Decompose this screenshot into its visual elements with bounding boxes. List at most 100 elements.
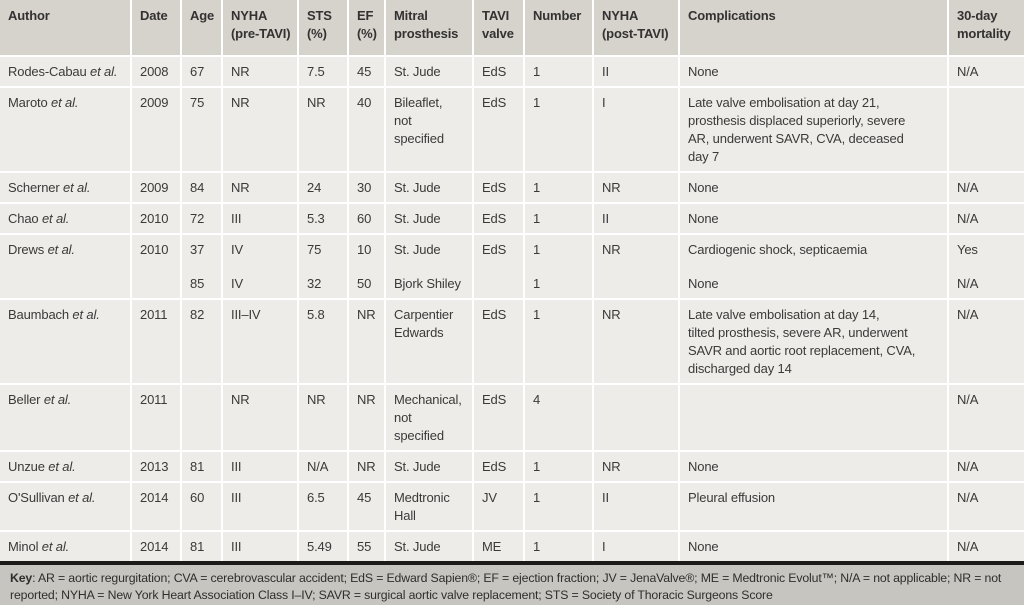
cell-tavi_valve: EdS [472,55,524,87]
cell-tavi_valve: JV [472,481,524,531]
cell-ef: 45 [347,481,385,531]
author-name: Rodes-Cabau [8,64,91,79]
key-text: Key: AR = aortic regurgitation; CVA = ce… [10,570,1014,604]
cell-sts: 5.8 [297,298,348,384]
column-header-author: Author [0,0,131,56]
cell-mitral_prosthesis: Carpentier Edwards [384,298,473,384]
cell-date: 2010 [130,202,181,234]
cell-sts: 75 [297,233,348,268]
table-row: Maroto et al. 2009 75 NR NR 40 Bileaflet, not … [0,86,1024,172]
header-row: Author Date Age NYHA (pre-TAVI) STS (%) … [0,0,1024,56]
cell-number: 1 [523,530,593,561]
cell-age: 81 [180,450,222,482]
cell-author: Minol et al. [0,530,131,561]
author-etal: et al. [47,242,75,257]
cell-mortality_30day: N/A [947,383,1024,451]
cell-nyha_pre: NR [221,55,298,87]
cell-mitral_prosthesis: St. Jude [384,450,473,482]
cell-date: 2014 [130,530,181,561]
cell-author: Baumbach et al. [0,298,131,384]
column-header-mitral-prosthesis: Mitral prosthesis [384,0,473,56]
column-header-age: Age [180,0,222,56]
cell-date: 2014 [130,481,181,531]
cell-nyha_pre: III [221,481,298,531]
table-row: Unzue et al. 2013 81 III N/A NR St. Jude EdS 1 NR… [0,450,1024,482]
cell-ef: 40 [347,86,385,172]
cell-number: 4 [523,383,593,451]
table-row: 85 IV 32 50 Bjork Shiley 1 None N/A [0,268,1024,299]
cell-nyha_post [592,383,679,451]
cell-number: 1 [523,86,593,172]
cell-author [0,268,131,299]
column-header-sts: STS (%) [297,0,348,56]
cell-nyha_post: I [592,86,679,172]
cell-tavi_valve: EdS [472,86,524,172]
cell-mortality_30day: Yes [947,233,1024,268]
cell-tavi_valve: EdS [472,233,524,268]
cell-age: 60 [180,481,222,531]
cell-mortality_30day: N/A [947,171,1024,203]
cell-complications: Late valve embolisation at day 14, tilte… [678,298,948,384]
cell-author: Beller et al. [0,383,131,451]
cell-mitral_prosthesis: St. Jude [384,55,473,87]
cell-ef: 55 [347,530,385,561]
cell-complications: None [678,450,948,482]
cell-mortality_30day: N/A [947,450,1024,482]
cell-sts: 5.3 [297,202,348,234]
cell-date: 2008 [130,55,181,87]
cell-nyha_pre: III–IV [221,298,298,384]
cell-mitral_prosthesis: Bileaflet, not specified [384,86,473,172]
author-name: O'Sullivan [8,490,69,505]
table-row: Rodes-Cabau et al. 2008 67 NR 7.5 45 St. Jude E… [0,55,1024,87]
cell-number: 1 [523,450,593,482]
cell-mortality_30day [947,86,1024,172]
cell-age: 72 [180,202,222,234]
cell-nyha_post: NR [592,298,679,384]
column-header-complications: Complications [678,0,948,56]
cell-author: Scherner et al. [0,171,131,203]
column-header-nyha-pre: NYHA (pre-TAVI) [221,0,298,56]
cell-date [130,268,181,299]
cell-age: 85 [180,268,222,299]
cell-nyha_post [592,268,679,299]
table-row: Chao et al. 2010 72 III 5.3 60 St. Jude EdS 1 II N… [0,202,1024,234]
cell-age [180,383,222,451]
cell-mitral_prosthesis: St. Jude [384,530,473,561]
cell-mortality_30day: N/A [947,530,1024,561]
author-name: Unzue [8,459,49,474]
cell-age: 82 [180,298,222,384]
key-label: Key [10,571,33,585]
cell-complications [678,383,948,451]
cell-date: 2009 [130,171,181,203]
cell-nyha_pre: III [221,530,298,561]
author-name: Minol [8,539,42,554]
cell-ef: 45 [347,55,385,87]
cell-tavi_valve [472,268,524,299]
cell-ef: 50 [347,268,385,299]
author-name: Maroto [8,95,52,110]
key-footer: Key: AR = aortic regurgitation; CVA = ce… [0,561,1024,605]
cell-age: 75 [180,86,222,172]
column-header-nyha-post: NYHA (post-TAVI) [592,0,679,56]
cell-mitral_prosthesis: St. Jude [384,202,473,234]
cell-nyha_post: II [592,55,679,87]
cell-mortality_30day: N/A [947,298,1024,384]
cell-nyha_post: NR [592,171,679,203]
cell-author: Maroto et al. [0,86,131,172]
cell-ef: NR [347,450,385,482]
cell-tavi_valve: EdS [472,450,524,482]
cell-sts: NR [297,383,348,451]
cell-mortality_30day: N/A [947,55,1024,87]
cell-nyha_pre: NR [221,383,298,451]
cell-sts: N/A [297,450,348,482]
author-name: Drews [8,242,48,257]
cell-complications: Cardiogenic shock, septicaemia [678,233,948,268]
cell-tavi_valve: EdS [472,383,524,451]
cell-number: 1 [523,171,593,203]
cell-nyha_pre: NR [221,171,298,203]
cell-ef: NR [347,383,385,451]
cell-mitral_prosthesis: St. Jude [384,171,473,203]
study-table: Author Date Age NYHA (pre-TAVI) STS (%) … [0,0,1024,561]
cell-complications: Pleural effusion [678,481,948,531]
